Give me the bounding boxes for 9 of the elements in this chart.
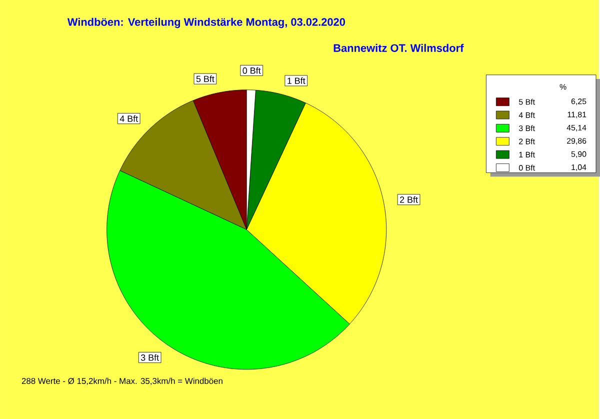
slice-label: 5 Bft bbox=[196, 75, 214, 82]
chart-subtitle: Bannewitz OT. Wilmsdorf bbox=[334, 44, 464, 52]
slice-label: 0 Bft bbox=[242, 67, 261, 74]
text: 288 Werte - Ø 15,2km/h - Max. 35,3km/h = Windböen bbox=[22, 378, 222, 385]
slice-label: 3 Bft bbox=[140, 354, 159, 361]
slice-label: 1 Bft bbox=[288, 77, 306, 84]
chart-title: Windböen: Verteilung Windstärke Montag, 03.02.2020 bbox=[67, 18, 346, 28]
slice-label: 2 Bft bbox=[400, 196, 418, 203]
slice-label: 4 Bft bbox=[120, 115, 138, 122]
